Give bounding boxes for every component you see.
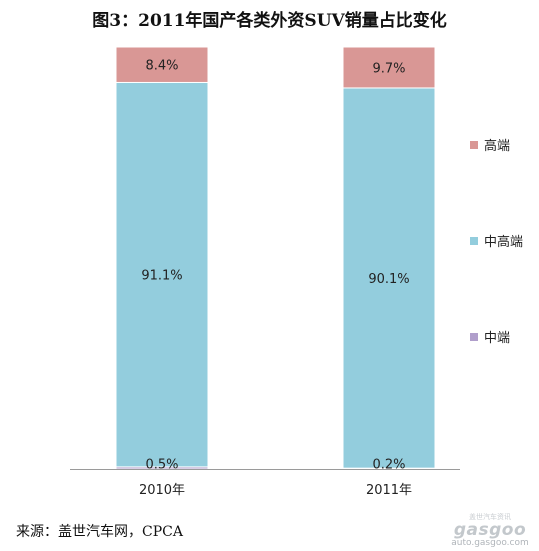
bars-group	[115, 46, 436, 470]
data-label-高端-2011年: 9.7%	[372, 61, 405, 76]
watermark-logo: gasgoo	[453, 520, 527, 540]
gasgoo-watermark: 盖世汽车资讯 gasgoo auto.gasgoo.com	[450, 512, 530, 548]
data-label-中高端-2011年: 90.1%	[368, 272, 409, 287]
legend-swatch-中高端	[470, 237, 478, 245]
watermark-small-text: 盖世汽车资讯	[469, 513, 511, 521]
legend-swatch-中端	[470, 333, 478, 341]
source-note: 来源：盖世汽车网，CPCA	[16, 524, 183, 540]
legend-label-高端: 高端	[484, 138, 510, 154]
data-label-中高端-2010年: 91.1%	[141, 269, 182, 284]
data-label-高端-2010年: 8.4%	[145, 59, 178, 74]
bar-segment-高端-2010年	[115, 46, 209, 83]
legend-swatch-高端	[470, 141, 478, 149]
chart-title: 图3：2011年国产各类外资SUV销量占比变化	[92, 11, 447, 31]
data-label-中端-2011年: 0.2%	[372, 458, 405, 473]
x-tick-label: 2010年	[139, 483, 185, 498]
watermark-url: auto.gasgoo.com	[451, 538, 529, 548]
x-axis: 2010年 2011年	[70, 469, 460, 498]
x-tick-label: 2011年	[366, 483, 412, 498]
legend-label-中高端: 中高端	[484, 234, 523, 250]
bar-segment-中高端-2010年	[115, 81, 209, 468]
legend-label-中端: 中端	[484, 331, 510, 346]
bar-labels-group: 0.5% 91.1% 8.4% 0.2% 90.1% 9.7%	[141, 59, 409, 473]
bar-segment-高端-2011年	[342, 46, 436, 89]
data-label-中端-2010年: 0.5%	[145, 458, 178, 473]
